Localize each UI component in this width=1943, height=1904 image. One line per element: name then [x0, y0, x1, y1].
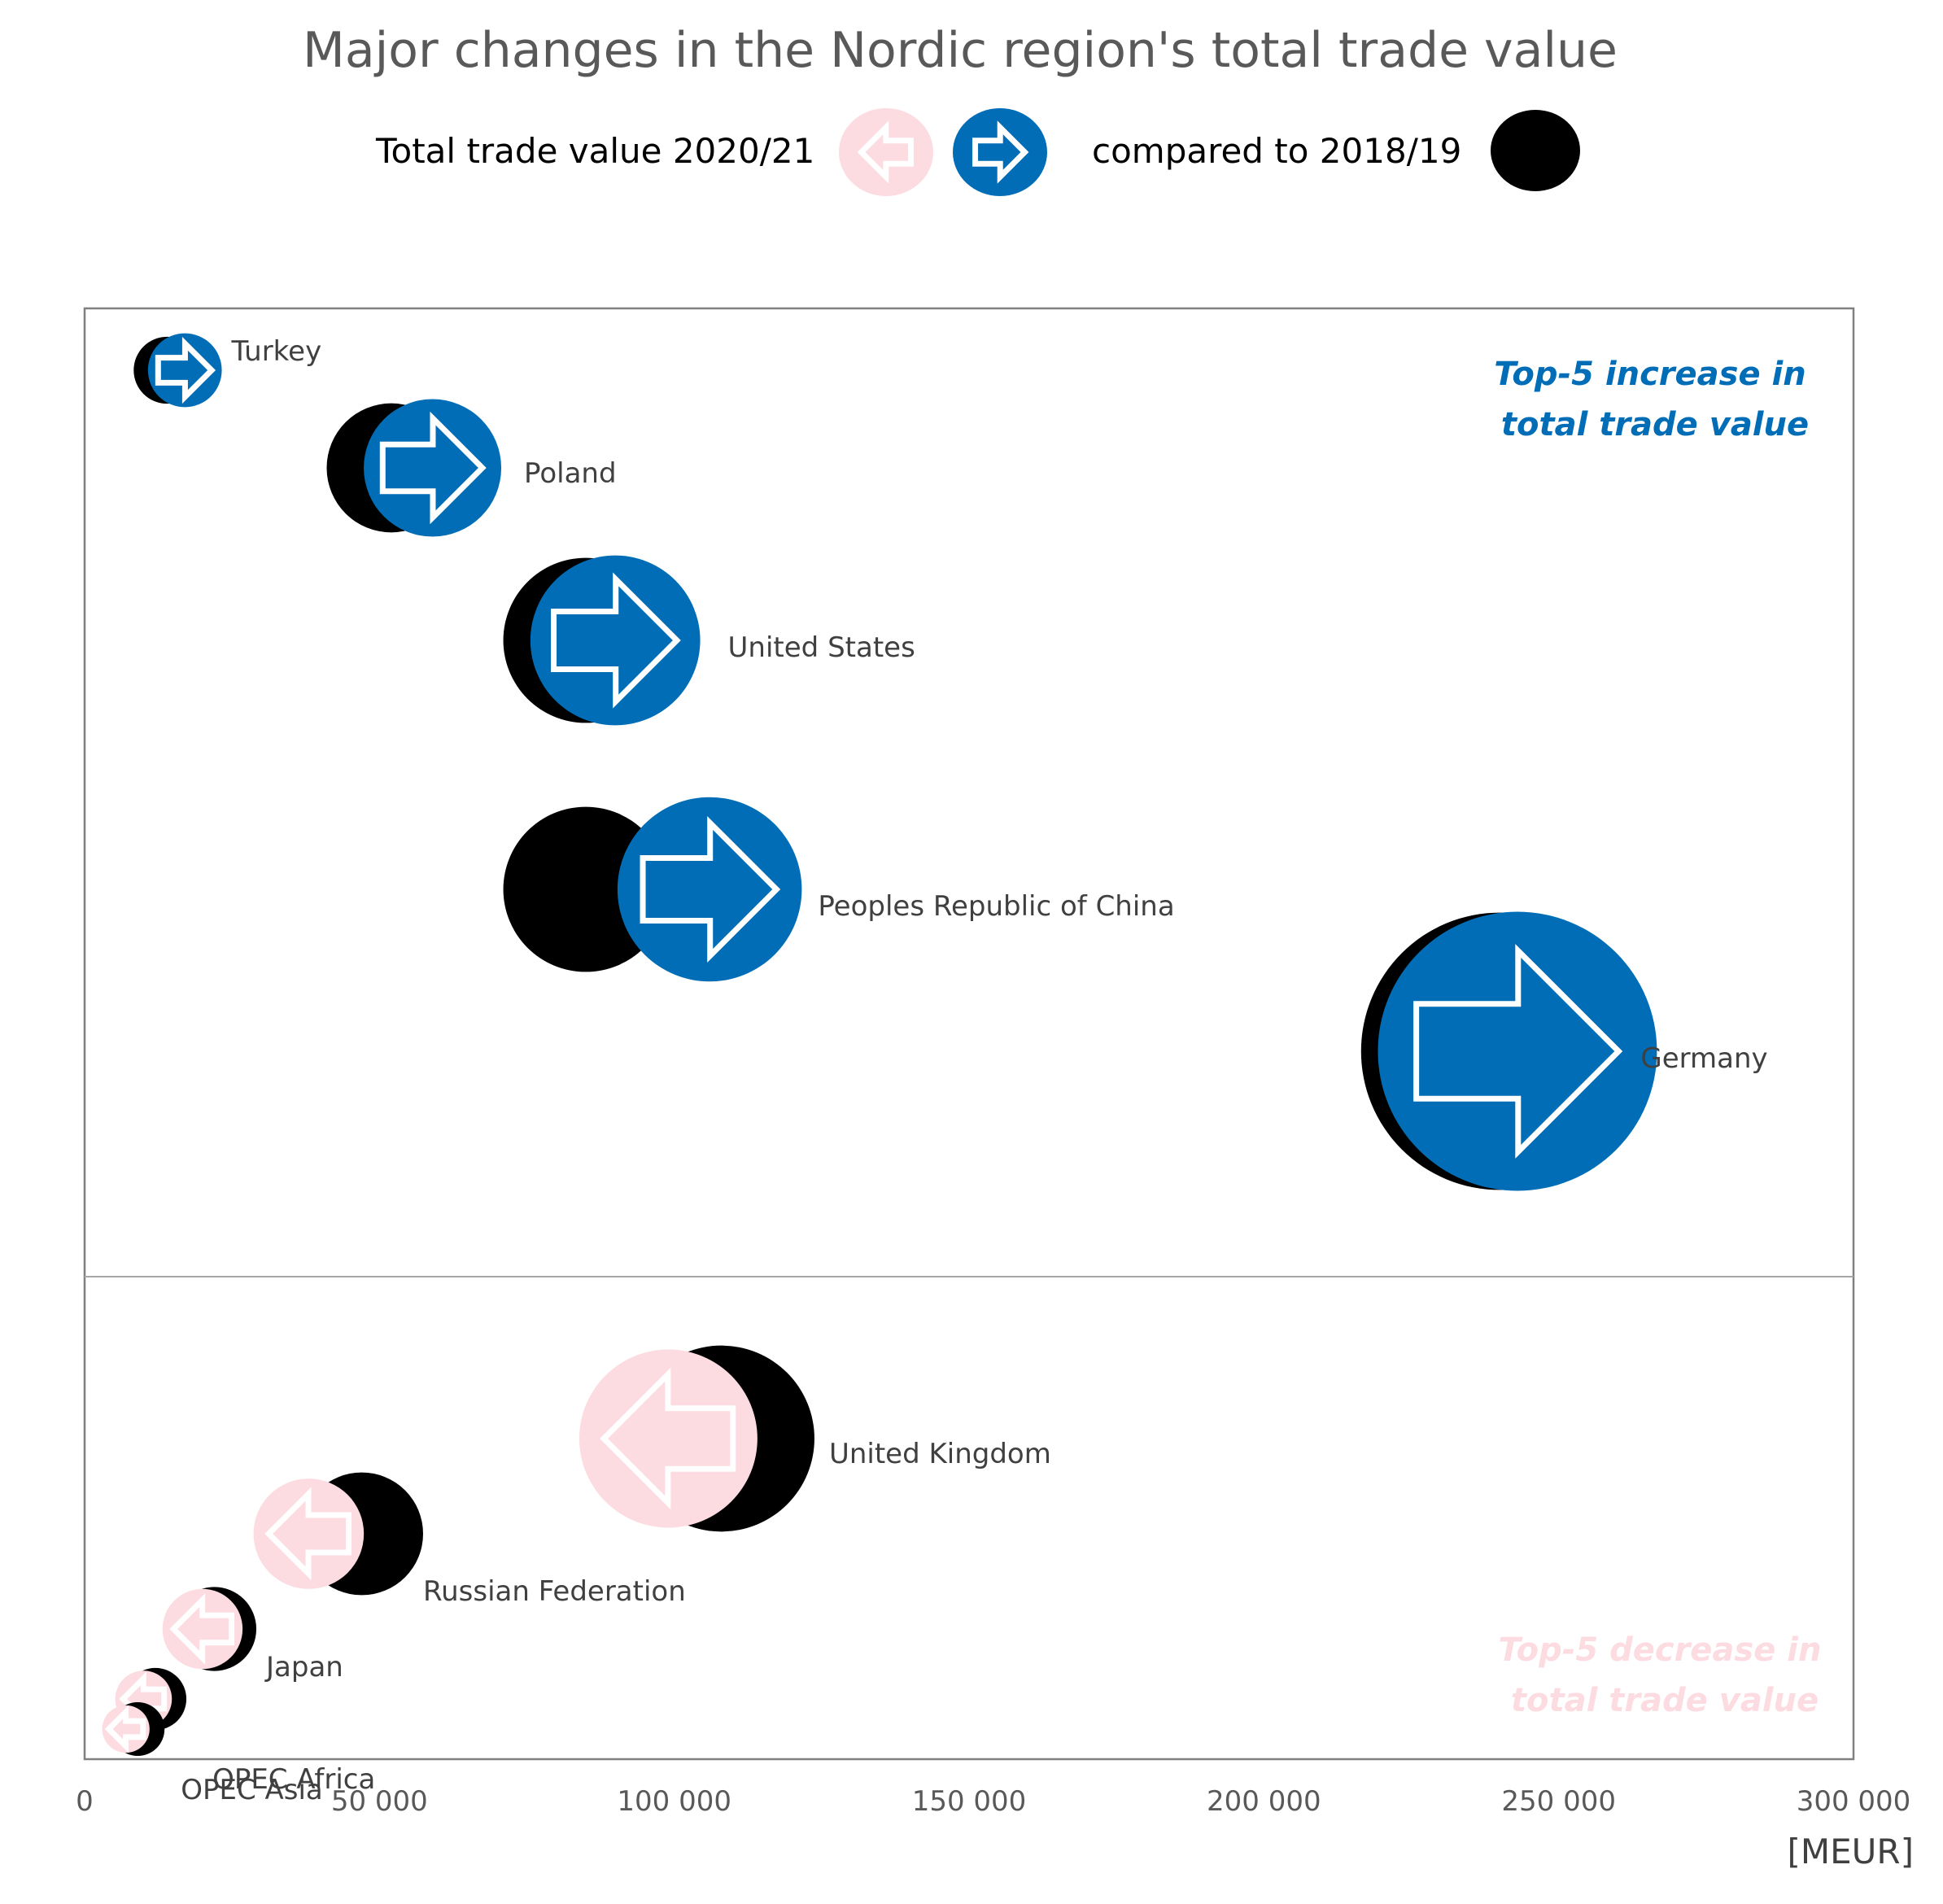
increase-note-line-2: total trade value [1501, 406, 1809, 443]
label-poland: Poland [524, 457, 617, 490]
arrow-right-icon-poland [379, 411, 487, 525]
legend-current-label: Total trade value 2020/21 [375, 131, 814, 171]
chart-title: Major changes in the Nordic region's tot… [303, 22, 1618, 79]
bubble-2018-19-peoples-republic-of-china [503, 806, 669, 972]
legend-increase-swatch [953, 108, 1047, 196]
label-opec-africa: OPEC Africa [212, 1763, 375, 1796]
legend-decrease-swatch [839, 108, 933, 196]
legend-previous-swatch [1491, 110, 1580, 191]
legend-decrease-circle [839, 108, 933, 196]
bubble-2020-21-united-states [530, 555, 701, 726]
x-tick-label: 250 000 [1501, 1785, 1616, 1818]
bubbles-layer [102, 333, 1657, 1756]
x-tick-label: 0 [76, 1785, 94, 1818]
bubble-group-japan [162, 1587, 257, 1671]
arrow-right-icon-united-states [551, 572, 681, 709]
legend-previous-label: compared to 2018/19 [1092, 131, 1461, 171]
label-russian-federation: Russian Federation [423, 1575, 686, 1608]
decrease-note-line-1: Top-5 decrease in [1499, 1631, 1822, 1669]
arrow-left-icon-russian-federation [264, 1487, 352, 1581]
arrow-right-icon-germany [1413, 944, 1623, 1159]
label-japan: Japan [264, 1651, 343, 1683]
bubble-group-peoples-republic-of-china [503, 797, 802, 982]
label-opec-asia: OPEC Asia [181, 1774, 323, 1806]
country-labels: Turkey Poland United States Peoples Republi… [181, 335, 1767, 1806]
decrease-note-line-2: total trade value [1511, 1682, 1819, 1719]
arrow-right-icon-peoples-republic-of-china [640, 816, 781, 963]
bubble-group-turkey [133, 333, 222, 408]
bubble-2020-21-peoples-republic-of-china [617, 797, 802, 982]
legend-increase-circle [953, 108, 1047, 196]
bubble-2020-21-united-kingdom [579, 1349, 758, 1528]
bubble-group-russian-federation [253, 1472, 424, 1596]
arrow-left-icon-opec-asia [104, 1705, 146, 1753]
arrow-left-icon-united-kingdom [600, 1367, 736, 1510]
bubble-group-united-kingdom [579, 1345, 814, 1532]
bubble-group-opec-asia [102, 1702, 165, 1756]
bubble-group-united-states [503, 555, 701, 726]
x-tick-label: 200 000 [1207, 1785, 1321, 1818]
arrow-right-icon [972, 120, 1029, 184]
x-tick-label: 100 000 [617, 1785, 731, 1818]
bubble-group-germany [1360, 911, 1657, 1191]
x-tick-label: 50 000 [331, 1785, 428, 1818]
bubble-2020-21-japan [162, 1588, 243, 1670]
bubble-2020-21-germany [1378, 911, 1657, 1191]
x-tick-label: 150 000 [912, 1785, 1027, 1818]
legend: Total trade value 2020/21 compared to 20… [375, 108, 1580, 196]
x-axis-ticks: 0 50 000 100 000 150 000 200 000 250 000 300 0… [76, 1785, 1910, 1818]
label-germany: Germany [1640, 1042, 1767, 1075]
label-peoples-republic-of-china: Peoples Republic of China [818, 890, 1174, 923]
arrow-left-icon-japan [169, 1593, 235, 1665]
bubble-group-poland [326, 399, 502, 537]
plot-frame [83, 307, 1855, 1761]
arrow-right-icon-turkey [155, 336, 216, 404]
label-united-states: United States [728, 631, 915, 664]
label-turkey: Turkey [231, 335, 322, 368]
label-united-kingdom: United Kingdom [829, 1438, 1051, 1470]
arrow-left-icon [857, 120, 914, 184]
x-axis-unit: [MEUR] [1788, 1832, 1914, 1871]
bubble-2020-21-opec-asia [102, 1705, 150, 1753]
x-tick-label: 300 000 [1797, 1785, 1911, 1818]
increase-note-line-1: Top-5 increase in [1494, 356, 1805, 393]
bubble-2020-21-russian-federation [253, 1478, 365, 1589]
bubble-2020-21-turkey [147, 333, 222, 408]
bubble-2020-21-poland [364, 399, 502, 537]
